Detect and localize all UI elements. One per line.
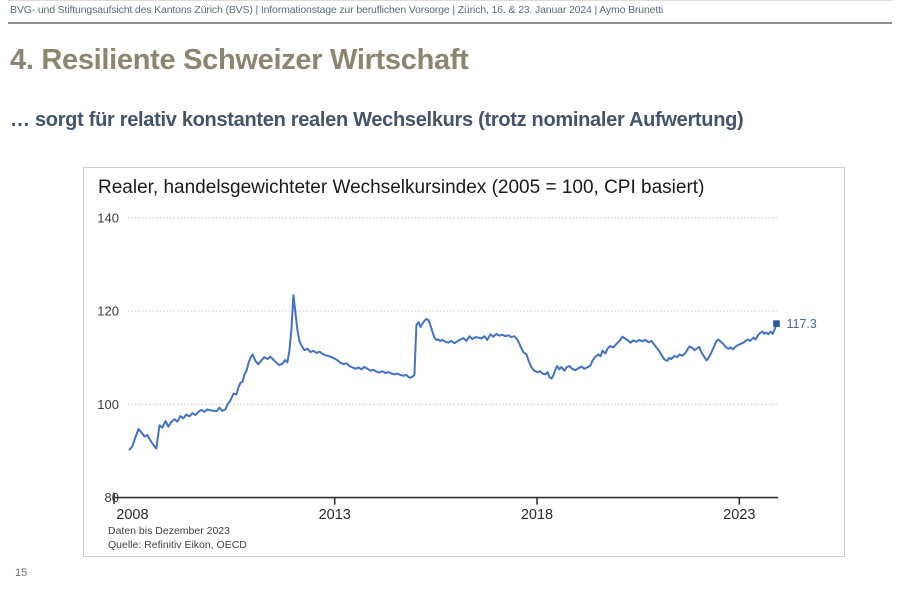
y-axis-label: 100 — [97, 397, 119, 412]
y-axis-label: 140 — [97, 210, 119, 225]
y-axis-label: 120 — [97, 304, 119, 319]
exchange-rate-plot: 80 100 120 140 2008 2013 2018 2023 117.3 — [97, 210, 817, 523]
x-axis-label: 2013 — [319, 507, 351, 523]
top-border-line — [8, 0, 892, 1]
page-title: 4. Resiliente Schweizer Wirtschaft — [10, 44, 469, 76]
last-point-label: 117.3 — [787, 317, 817, 331]
x-axis-label: 2023 — [723, 507, 755, 523]
chart-note-source: Quelle: Refinitiv Eikon, OECD — [108, 538, 247, 551]
x-axis-label: 2008 — [116, 507, 148, 523]
y-axis-label: 80 — [105, 490, 119, 505]
chart-note-data: Daten bis Dezember 2023 — [108, 525, 230, 537]
x-axis-label: 2018 — [521, 507, 553, 523]
header-breadcrumb: BVG- und Stiftungsaufsicht des Kantons Z… — [10, 4, 664, 16]
chart-container: 80 100 120 140 2008 2013 2018 2023 117.3 Realer,… — [83, 167, 845, 557]
page-number: 15 — [15, 567, 28, 579]
series-line — [128, 294, 778, 451]
last-point-marker — [773, 320, 780, 327]
header-divider — [8, 22, 892, 24]
chart-notes: Daten bis Dezember 2023 Quelle: Refiniti… — [108, 525, 247, 552]
page-subtitle: … sorgt für relativ konstanten realen We… — [10, 109, 744, 131]
chart-title: Realer, handelsgewichteter Wechselkursin… — [98, 177, 705, 198]
